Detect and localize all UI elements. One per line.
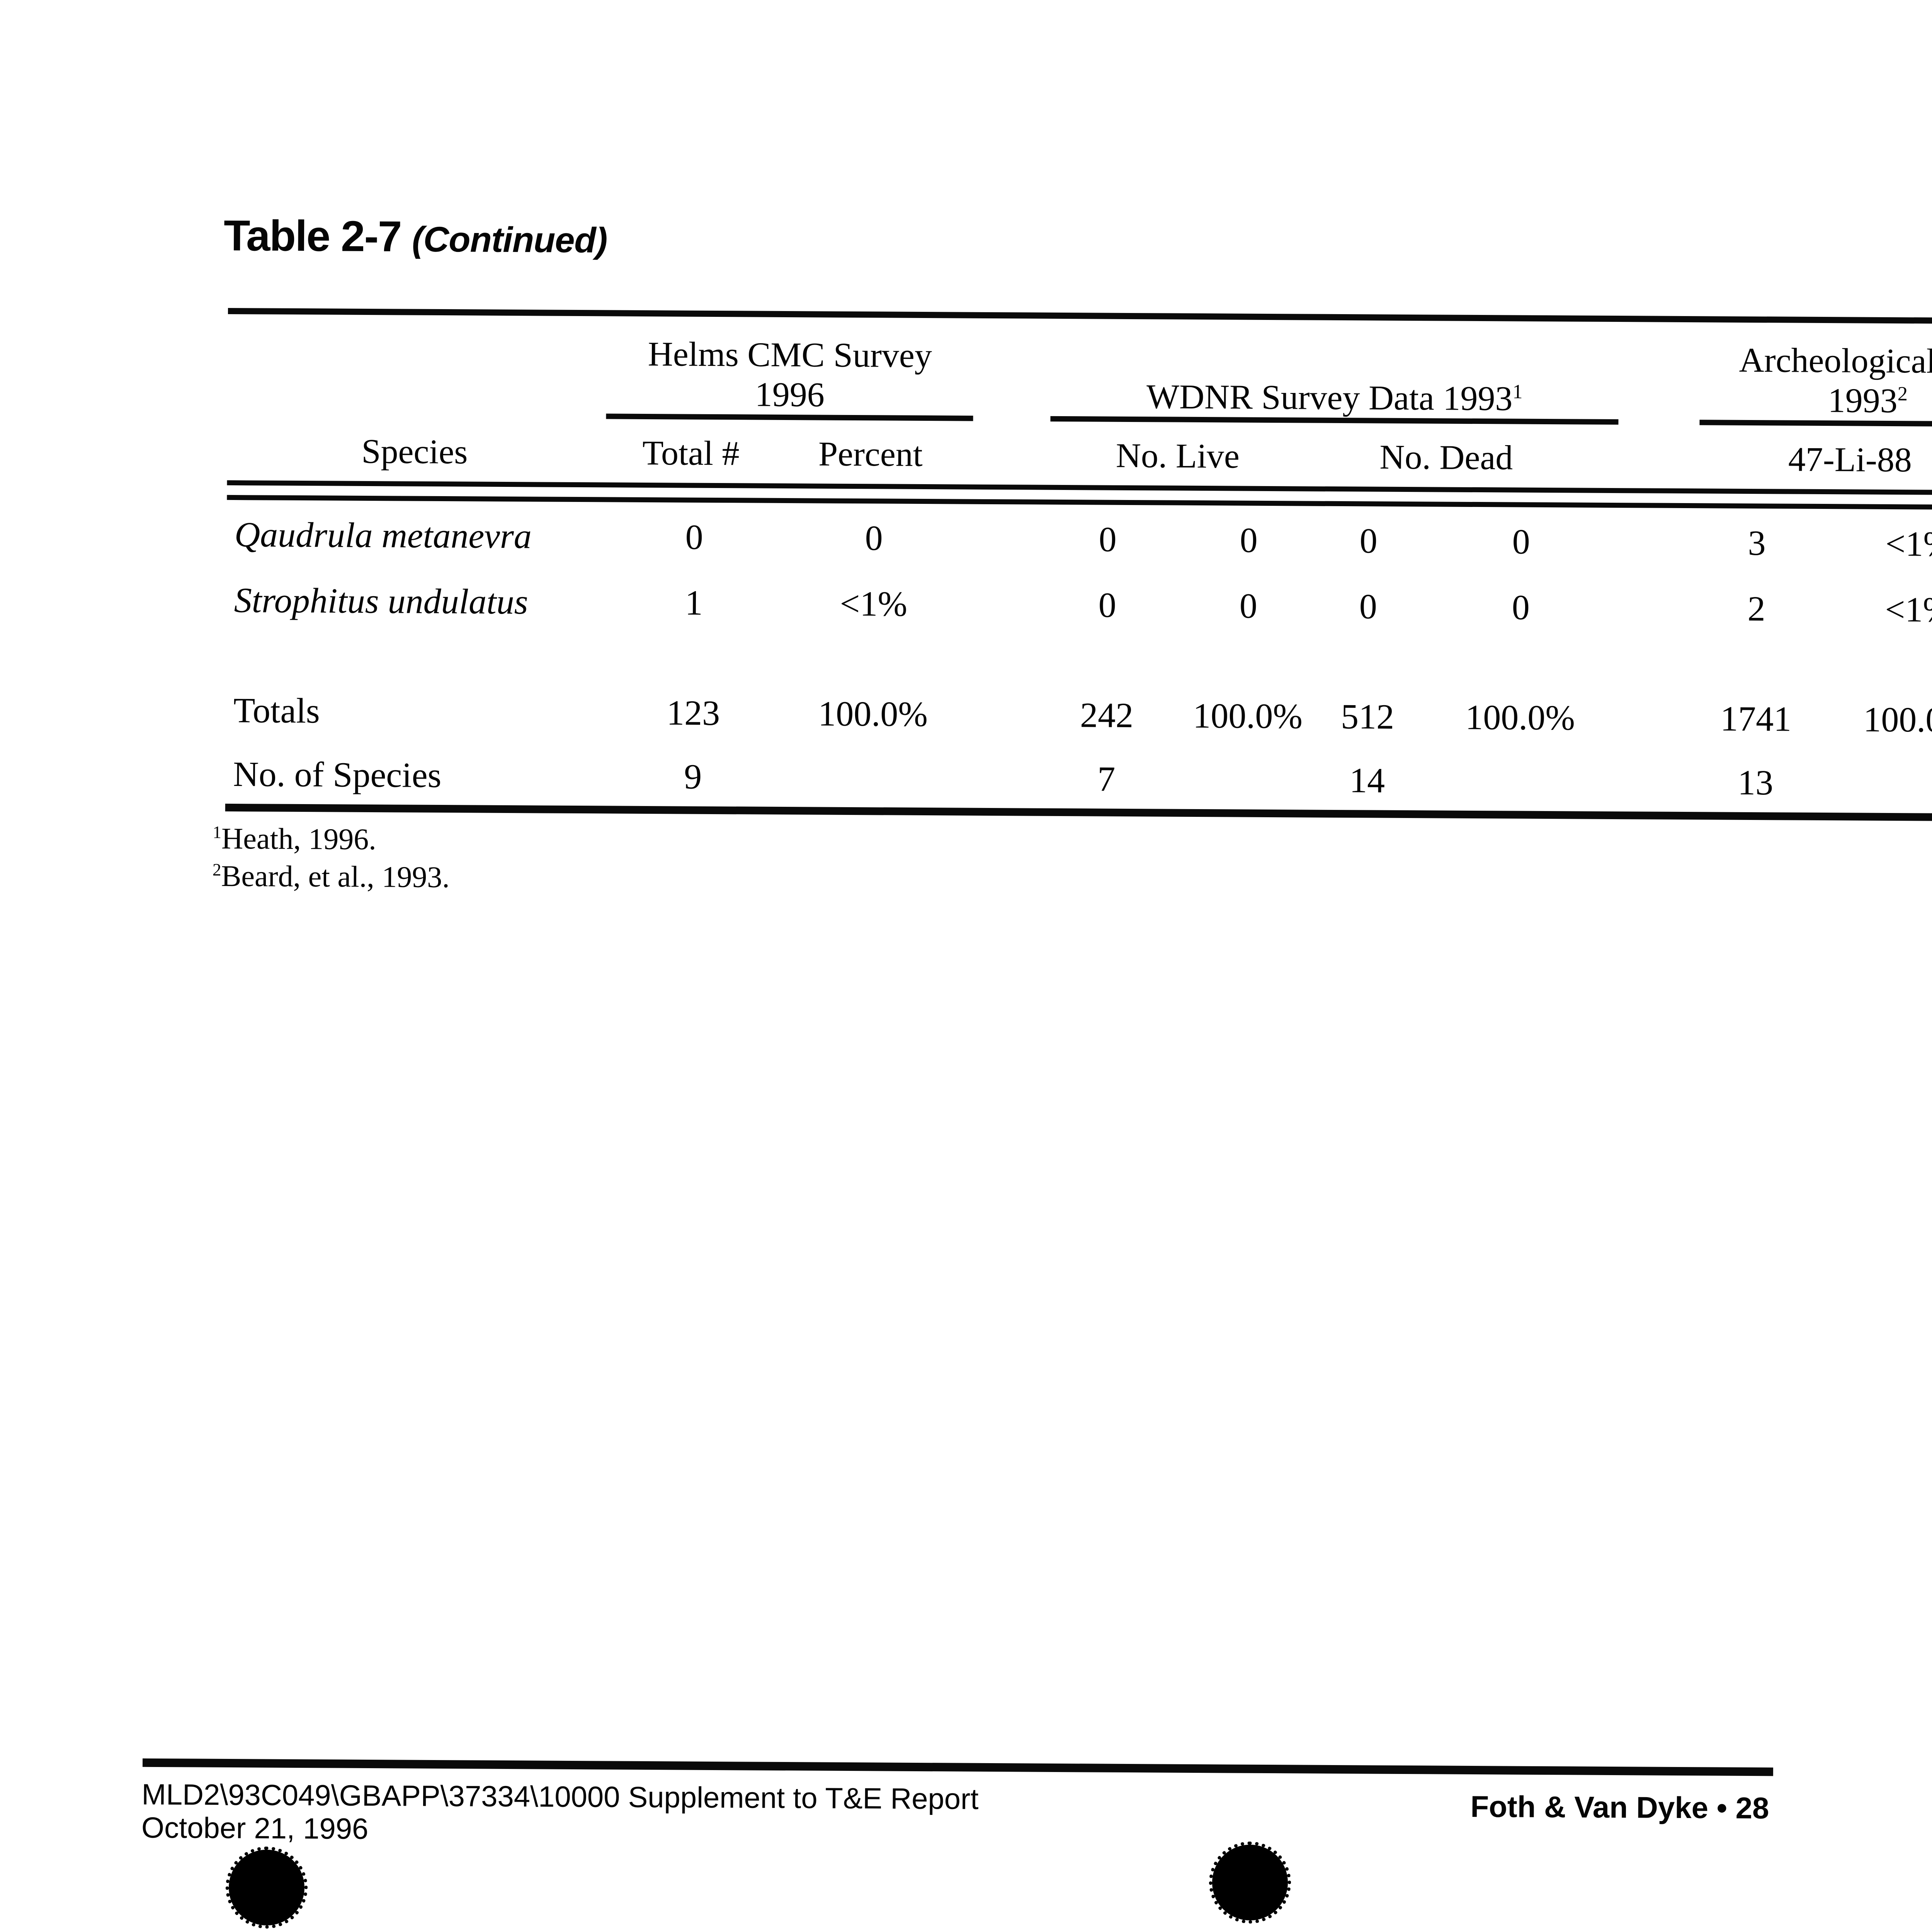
header-rule-upper [227,480,1932,497]
prepared-by-line: Prepared by: WMW/DRH [1857,844,1932,882]
dig-footnote-mark: 2 [1897,383,1908,405]
table-title-continued: (Continued) [412,219,607,260]
species-count-row: No. of Species 9 7 14 13 [2,0,1932,802]
table-number: Table 2-7 [223,211,401,261]
totals-helms-count: 123 [666,693,720,733]
header-rule-lower [227,495,1932,512]
dig-pct-value: <1% [1885,524,1932,564]
wdnr-label: WDNR Survey Data 19931 [1146,378,1523,418]
col-header-species: Species [361,432,468,471]
footer-document-path: MLD2\93C049\GBAPP\37334\10000 Supplement… [141,1778,979,1816]
col-header-no-live: No. Live [1116,436,1240,476]
table-row: Strophitus undulatus 1 <1% 0 0 0 0 2 <1%… [2,0,1932,629]
footnote-2: 2Beard, et al., 1993. [212,859,450,894]
species-count-live: 7 [1097,759,1116,799]
dig-count-value: 3 [1748,523,1766,563]
group-header-helms: Helms CMC Survey 1996 [606,330,974,421]
totals-live-count: 242 [1080,695,1134,735]
live-count-value: 0 [1099,519,1117,559]
totals-dig-count: 1741 [1720,699,1792,739]
checked-by-line: Checked by: BDH [1857,883,1932,921]
dig-count-value: 2 [1747,588,1766,629]
live-pct-value: 0 [1240,520,1258,560]
footnote-1: 1Heath, 1996. [213,821,376,856]
col-header-percent: Percent [818,435,923,474]
helms-percent-value: <1% [840,583,908,624]
totals-row: Totals 123 100.0% 242 100.0% 512 100.0% … [2,0,1932,740]
totals-dig-pct: 100.0% [1863,699,1932,740]
dig-line1: Archeological Dig [1739,341,1932,381]
col-header-total-count: Total # [642,434,740,473]
species-count-helms: 9 [684,757,702,796]
live-pct-value: 0 [1239,586,1258,626]
group-header-dig: Archeological Dig 19932 [1699,337,1932,427]
species-count-dead: 14 [1349,760,1385,800]
species-count-dig: 13 [1737,762,1774,803]
table-bottom-rule [225,803,1932,823]
helms-line2: 1996 [755,375,825,414]
dig-pct-value: <1% [1885,589,1932,629]
footer-date: October 21, 1996 [141,1811,369,1846]
col-header-no-dead: No. Dead [1379,438,1513,477]
helms-total-value: 1 [685,583,703,622]
col-header-dig-site: 47-Li-88 [1788,440,1912,480]
table-top-rule [228,308,1932,326]
totals-live-pct: 100.0% [1193,696,1303,736]
dig-line2: 19932 [1828,381,1908,420]
helms-total-value: 0 [685,517,704,557]
page-title: Table 2-7 (Continued) [224,211,607,263]
dead-pct-value: 0 [1512,587,1530,627]
footer-company-page: Foth & Van Dyke • 28 [1470,1789,1769,1825]
group-header-wdnr: WDNR Survey Data 19931 [1050,333,1619,425]
dead-count-value: 0 [1359,521,1378,561]
footer-rule [142,1758,1773,1776]
totals-dead-count: 512 [1340,697,1395,736]
table-row: Qaudrula metanevra 0 0 0 0 0 0 3 <1% Thr… [2,0,1932,564]
totals-helms-pct: 100.0% [818,694,928,734]
live-count-value: 0 [1098,585,1117,625]
dead-pct-value: 0 [1512,522,1530,561]
totals-dead-pct: 100.0% [1465,697,1575,738]
helms-percent-value: 0 [865,518,883,558]
helms-line1: Helms CMC Survey [648,335,932,375]
punch-hole-center [1209,1842,1291,1923]
punch-hole-left [226,1847,308,1929]
dead-count-value: 0 [1359,587,1378,626]
wdnr-footnote-mark: 1 [1512,380,1523,403]
